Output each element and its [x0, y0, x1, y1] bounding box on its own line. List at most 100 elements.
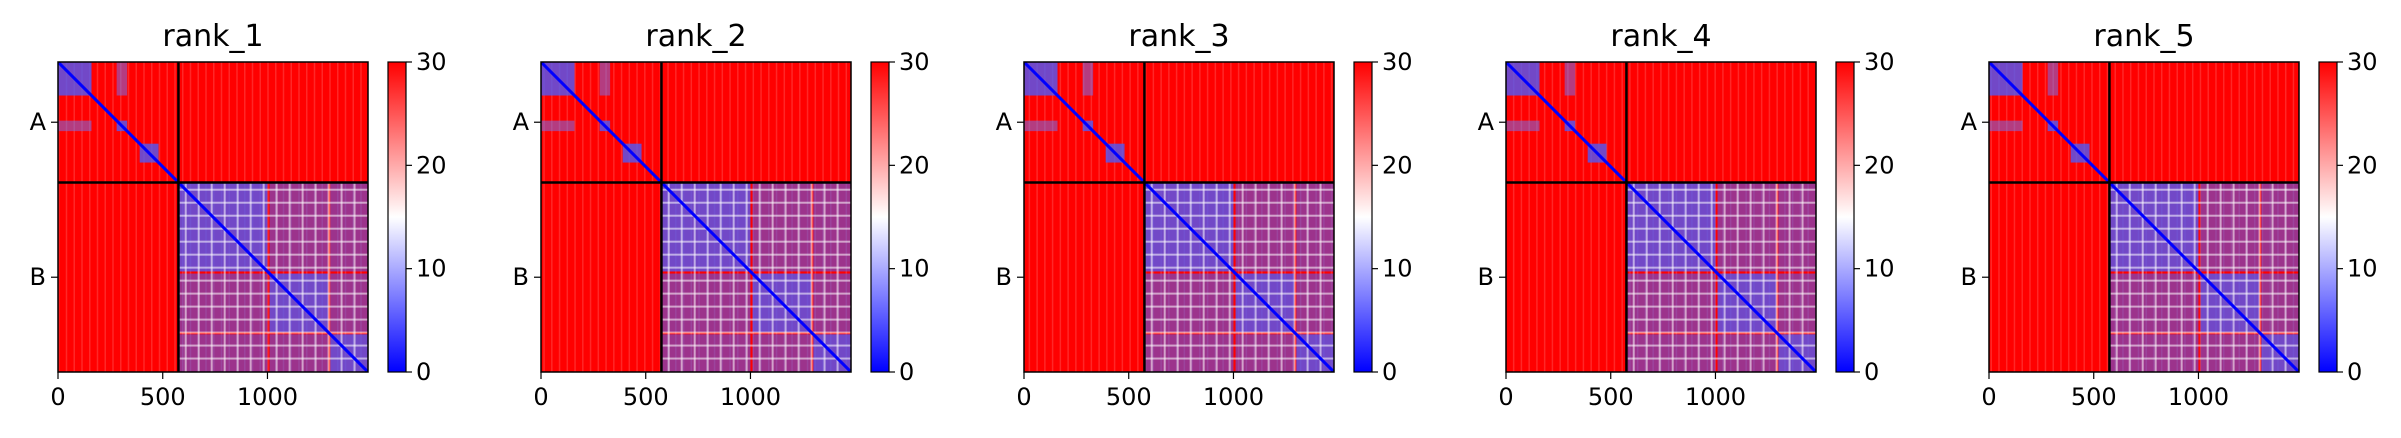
colorbar-tick-label: 0: [416, 358, 431, 386]
x-tick-label: 1000: [1203, 383, 1264, 411]
heatmap-domain-block: [1564, 62, 1576, 96]
heatmap-streak: [582, 62, 584, 372]
heatmap-diagonal: [1024, 62, 1334, 372]
heatmap-texture: [1645, 182, 1648, 372]
heatmap-streak: [1113, 62, 1116, 372]
heatmap-panel-2: rank_2 0 500 1000 A B 0 10 20 30: [513, 19, 930, 411]
x-tick-label: 500: [2071, 383, 2117, 411]
panel-title: rank_4: [1610, 19, 1711, 54]
heatmap-texture: [719, 182, 722, 372]
y-tick-label: B: [30, 263, 46, 291]
heatmap-streak: [566, 62, 569, 372]
heatmap-streak: [628, 62, 631, 372]
heatmap-texture: [1632, 182, 1635, 372]
heatmap-texture: [1306, 182, 1309, 372]
heatmap-texture: [353, 182, 356, 372]
y-tick-label: B: [513, 263, 529, 291]
heatmap-texture: [1144, 279, 1334, 282]
heatmap-texture: [1788, 182, 1791, 372]
heatmap-domain-block: [752, 334, 812, 372]
heatmap-streak: [1543, 62, 1546, 372]
heatmap-streak: [1998, 62, 2000, 372]
heatmap-texture: [1144, 266, 1334, 269]
heatmap-streak: [1106, 62, 1108, 372]
x-tick-label: 1000: [237, 383, 298, 411]
heatmap-domain-block: [2047, 62, 2059, 96]
heatmap-streak: [267, 62, 269, 372]
heatmap-domain-block: [2261, 273, 2299, 333]
heatmap-streak: [2029, 62, 2031, 372]
heatmap-streak: [2036, 62, 2039, 372]
heatmap-streak: [1067, 62, 1069, 372]
heatmap-texture: [1144, 201, 1334, 204]
heatmap-texture: [1626, 292, 1816, 295]
heatmap-texture: [2128, 182, 2131, 372]
heatmap-texture: [836, 182, 839, 372]
heatmap-streak: [1528, 62, 1530, 372]
heatmap-texture: [661, 253, 851, 256]
colorbar: [2318, 61, 2338, 373]
heatmap-texture: [2271, 182, 2274, 372]
heatmap-domain-block: [1144, 273, 1234, 333]
heatmap-domain-block: [58, 120, 92, 132]
heatmap-texture: [2109, 305, 2299, 308]
heatmap-texture: [745, 182, 748, 372]
heatmap-texture: [661, 292, 851, 295]
x-tick-label: 0: [1498, 383, 1513, 411]
heatmap-streak: [613, 62, 615, 372]
heatmap-texture: [661, 357, 851, 360]
heatmap-texture: [1710, 182, 1713, 372]
heatmap-streak: [120, 62, 122, 372]
heatmap-texture: [661, 331, 851, 334]
heatmap-domain-block: [1717, 182, 1777, 272]
heatmap-texture: [732, 182, 735, 372]
colorbar-tick-label: 0: [1864, 358, 1879, 386]
heatmap-panel-1: rank_1 0 500 1000 A B 0 10 20 30: [30, 19, 447, 411]
heatmap-streak: [1028, 62, 1031, 372]
colorbar: [1353, 61, 1373, 373]
colorbar-tick-label: 0: [899, 358, 914, 386]
heatmap-domain-block: [2109, 334, 2199, 372]
heatmap-streak: [1621, 62, 1623, 372]
heatmap-texture: [2109, 240, 2299, 243]
heatmap-texture: [2109, 266, 2299, 269]
heatmap-diagonal: [541, 62, 851, 372]
heatmap-texture: [178, 266, 368, 269]
heatmap-texture: [2109, 344, 2299, 347]
heatmap-streak: [1536, 62, 1538, 372]
heatmap-texture: [1626, 318, 1816, 321]
heatmap-domain-block: [599, 62, 611, 96]
heatmap-diagonal: [1989, 62, 2299, 372]
heatmap-texture: [2109, 201, 2299, 204]
heatmap-streak: [1520, 62, 1523, 372]
heatmap-domain-block: [1989, 120, 2023, 132]
heatmap-texture: [661, 344, 851, 347]
heatmap-texture: [1163, 182, 1166, 372]
heatmap-domain-block: [752, 182, 812, 272]
heatmap-texture: [1144, 253, 1334, 256]
heatmap-texture: [178, 201, 368, 204]
heatmap-texture: [706, 182, 709, 372]
heatmap-image: [1506, 62, 1816, 372]
colorbar-tick-label: 30: [2347, 48, 2378, 76]
heatmap-texture: [314, 182, 317, 372]
heatmap-streak: [2060, 62, 2062, 372]
heatmap-domain-block: [330, 273, 368, 333]
heatmap-streak: [2199, 62, 2202, 372]
heatmap-domain-block: [1717, 334, 1777, 372]
heatmap-texture: [1144, 357, 1334, 360]
heatmap-streak: [174, 62, 176, 372]
y-tick-label: B: [996, 263, 1012, 291]
heatmap-texture: [2193, 182, 2196, 372]
x-tick-label: 0: [1981, 383, 1996, 411]
heatmap-streak: [620, 62, 623, 372]
heatmap-domain-block: [1296, 273, 1334, 333]
heatmap-texture: [661, 201, 851, 204]
colorbar-tick-label: 20: [416, 151, 447, 179]
colorbar: [870, 61, 890, 373]
heatmap-texture: [1626, 201, 1816, 204]
heatmap-texture: [1144, 188, 1334, 191]
heatmap-panel-4: rank_4 0 500 1000 A B 0 10 20 30: [1478, 19, 1895, 411]
heatmap-texture: [178, 279, 368, 282]
